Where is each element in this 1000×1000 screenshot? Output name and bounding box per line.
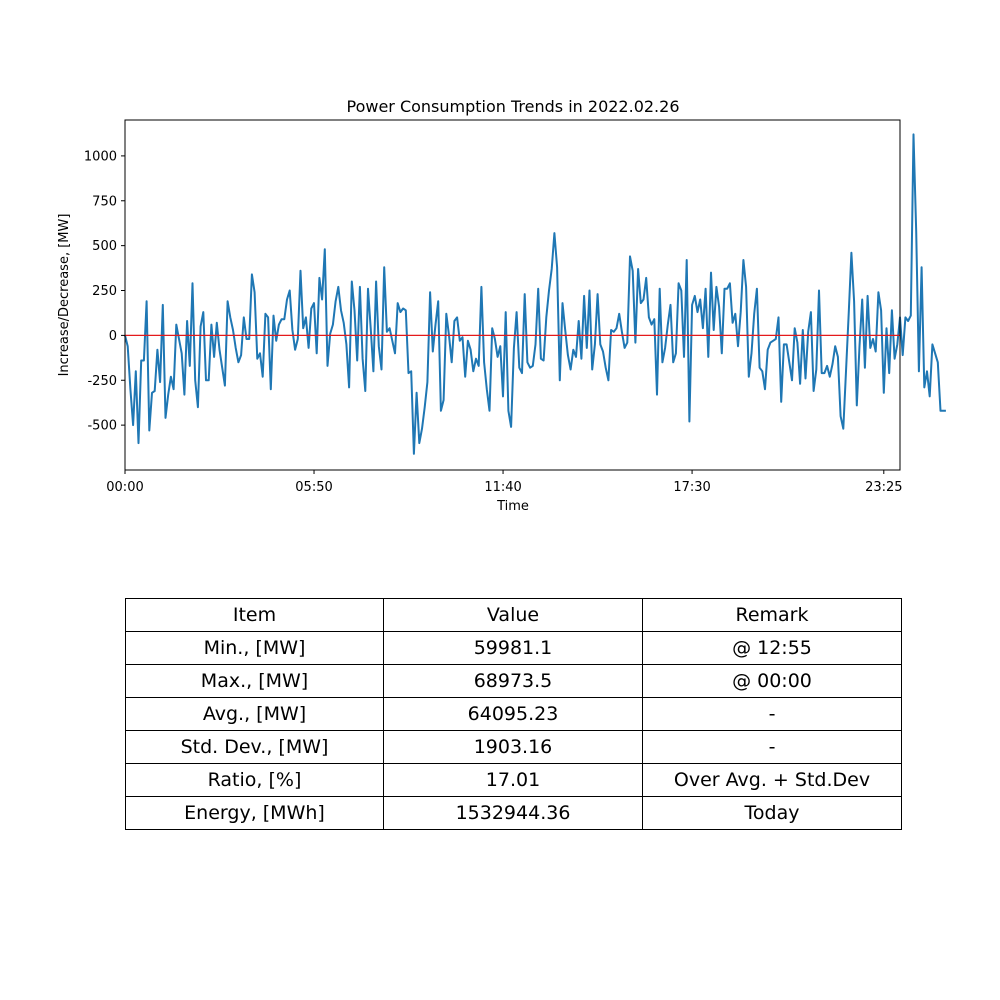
plot-frame	[124, 119, 901, 471]
cell-remark: @ 12:55	[642, 631, 902, 665]
x-axis-label: Time	[496, 499, 529, 514]
table-row: Avg., [MW] 64095.23 -	[125, 697, 902, 731]
header-remark: Remark	[642, 598, 902, 632]
cell-remark: Today	[642, 796, 902, 830]
y-tick-label: 500	[92, 239, 117, 254]
table-row: Min., [MW] 59981.1 @ 12:55	[125, 631, 902, 665]
cell-remark: -	[642, 730, 902, 764]
table-row: Energy, [MWh] 1532944.36 Today	[125, 796, 902, 830]
x-tick-label: 11:40	[484, 480, 521, 495]
cell-item: Energy, [MWh]	[125, 796, 384, 830]
cell-item: Min., [MW]	[125, 631, 384, 665]
x-axis: 00:00 05:50 11:40 17:30 23:25	[106, 470, 903, 495]
cell-value: 17.01	[383, 763, 643, 797]
power-consumption-chart: Power Consumption Trends in 2022.02.26 -…	[57, 97, 946, 514]
table-header-row: Item Value Remark	[125, 598, 902, 632]
x-tick-label: 17:30	[673, 480, 710, 495]
y-tick-label: -500	[87, 419, 117, 434]
statistics-table: Item Value Remark Min., [MW] 59981.1 @ 1…	[125, 598, 902, 830]
cell-remark: -	[642, 697, 902, 731]
cell-value: 1532944.36	[383, 796, 643, 830]
cell-remark: @ 00:00	[642, 664, 902, 698]
cell-item: Std. Dev., [MW]	[125, 730, 384, 764]
cell-remark: Over Avg. + Std.Dev	[642, 763, 902, 797]
y-tick-label: 250	[92, 284, 117, 299]
header-item: Item	[125, 598, 384, 632]
cell-item: Ratio, [%]	[125, 763, 384, 797]
cell-value: 59981.1	[383, 631, 643, 665]
cell-value: 1903.16	[383, 730, 643, 764]
plot-area	[124, 133, 946, 455]
y-tick-label: 750	[92, 194, 117, 209]
cell-item: Avg., [MW]	[125, 697, 384, 731]
y-tick-label: 0	[109, 329, 117, 344]
x-tick-label: 05:50	[295, 480, 332, 495]
x-tick-label: 00:00	[106, 480, 143, 495]
chart-title: Power Consumption Trends in 2022.02.26	[346, 97, 679, 116]
cell-value: 64095.23	[383, 697, 643, 731]
y-axis: -500 -250 0 250 500 750 1000	[84, 149, 125, 434]
cell-item: Max., [MW]	[125, 664, 384, 698]
y-tick-label: -250	[87, 374, 117, 389]
y-tick-label: 1000	[84, 149, 117, 164]
table-row: Ratio, [%] 17.01 Over Avg. + Std.Dev	[125, 763, 902, 797]
table-row: Max., [MW] 68973.5 @ 00:00	[125, 664, 902, 698]
series-line	[124, 133, 946, 455]
cell-value: 68973.5	[383, 664, 643, 698]
header-value: Value	[383, 598, 643, 632]
y-axis-label: Increase/Decrease, [MW]	[57, 214, 72, 377]
x-tick-label: 23:25	[865, 480, 902, 495]
table-row: Std. Dev., [MW] 1903.16 -	[125, 730, 902, 764]
